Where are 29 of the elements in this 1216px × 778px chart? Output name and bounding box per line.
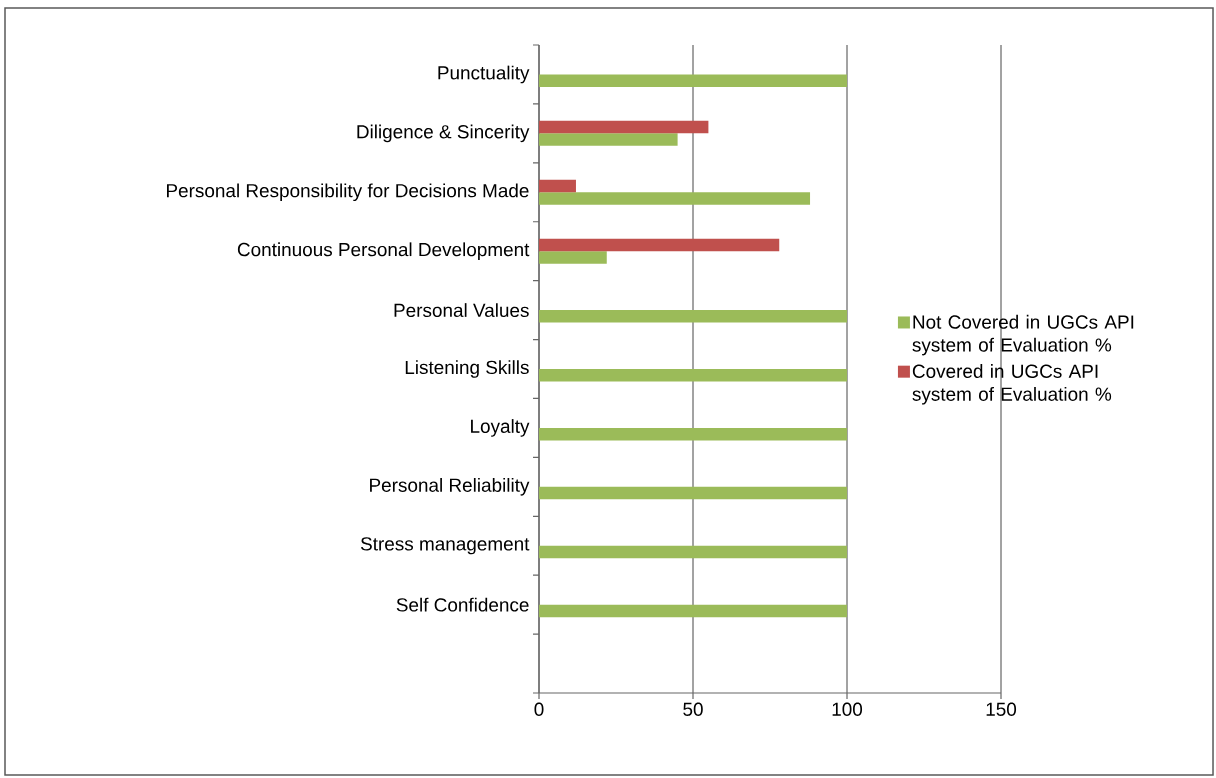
y-tick-label: Punctuality <box>438 65 530 84</box>
x-tick-label: 100 <box>832 702 863 716</box>
y-tick-label: Personal Responsibility for Decisions Made <box>167 183 529 202</box>
y-tick-label: Listening Skills <box>405 360 529 378</box>
x-tick-label: 0 <box>534 702 544 716</box>
bar <box>539 604 847 618</box>
x-tick-label: 50 <box>683 702 703 716</box>
x-tick-label: 150 <box>986 702 1017 716</box>
y-tick-label: Personal Values <box>394 303 529 318</box>
legend-label: Not Covered in UGCs API system of Evaluation % <box>912 314 1134 356</box>
bar <box>539 251 607 264</box>
y-tick-label: Self Confidence <box>396 597 529 612</box>
bar <box>539 120 709 134</box>
bar <box>539 369 847 382</box>
bar <box>539 545 847 559</box>
bar <box>539 427 847 441</box>
y-tick-label: Loyalty <box>471 419 530 437</box>
bar <box>539 310 847 323</box>
y-tick-label: Stress management <box>360 537 530 555</box>
bar <box>539 133 678 146</box>
y-tick-label: Continuous Personal Development <box>237 242 530 260</box>
bar <box>539 238 780 252</box>
bar <box>539 74 847 87</box>
y-tick-label: Personal Reliability <box>370 478 530 496</box>
y-tick-label: Diligence & Sincerity <box>357 124 530 143</box>
bar <box>539 486 847 500</box>
bar <box>539 192 811 205</box>
bar <box>539 179 576 193</box>
legend-label: Covered in UGCs API system of Evaluation % <box>912 364 1112 405</box>
